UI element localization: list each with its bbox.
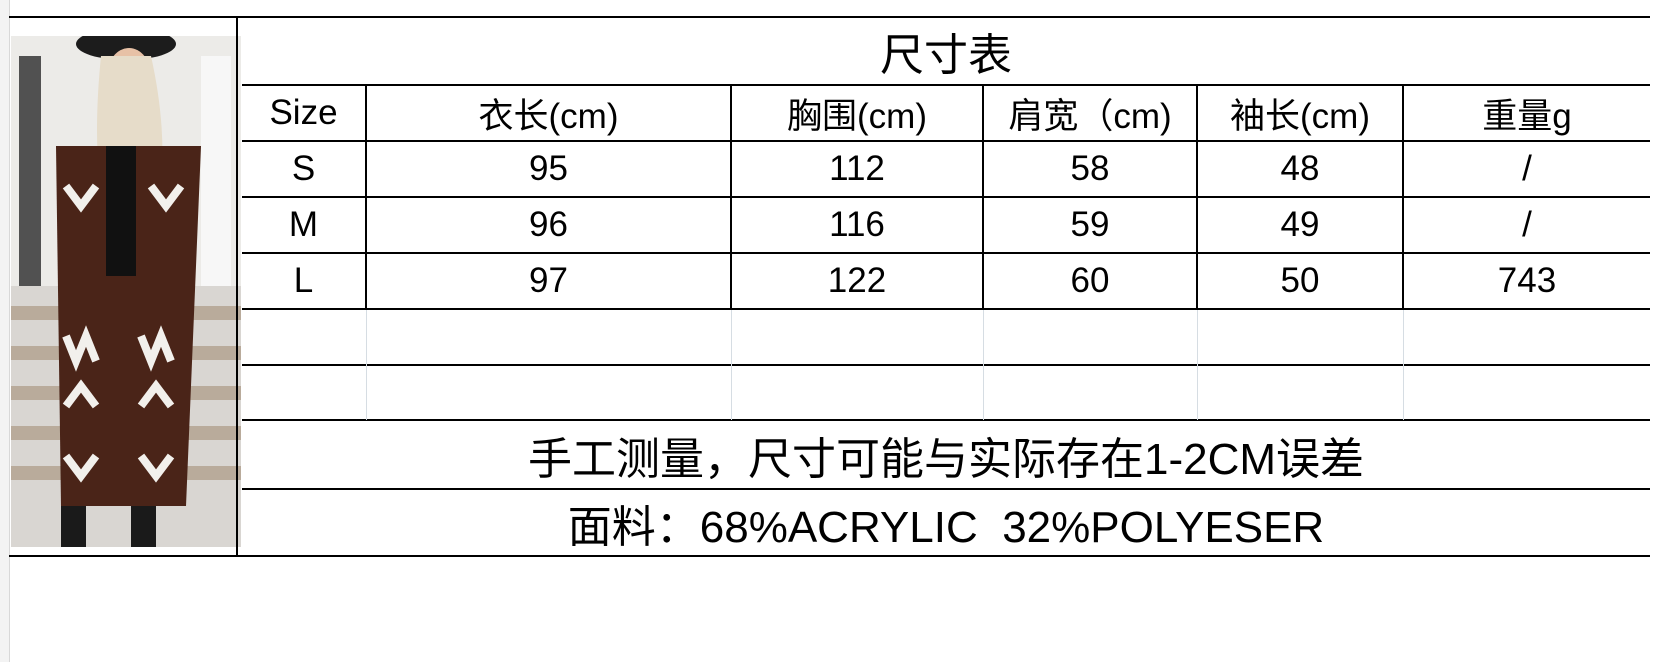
header-length: 衣长(cm) <box>478 96 619 136</box>
header-bust: 胸围(cm) <box>787 96 927 136</box>
col-divider <box>1402 85 1404 309</box>
measurement-note: 手工测量，尺寸可能与实际存在1-2CM误差 <box>527 434 1365 484</box>
table-title: 尺寸表 <box>880 31 1012 80</box>
row-divider <box>242 364 1650 366</box>
row-divider <box>242 140 1650 142</box>
gridline <box>731 310 732 420</box>
image-column-border <box>236 17 238 557</box>
table-cell: L <box>293 261 314 300</box>
table-cell: 96 <box>529 205 568 244</box>
table-cell: 58 <box>1070 149 1110 188</box>
table-border-bottom <box>9 555 1650 557</box>
table-cell: / <box>1522 149 1532 188</box>
table-cell: 50 <box>1280 261 1320 300</box>
col-divider <box>365 85 367 309</box>
table-cell: 743 <box>1497 261 1557 300</box>
table-cell: 49 <box>1280 205 1320 244</box>
table-cell: 60 <box>1070 261 1110 300</box>
table-border-top <box>9 16 1650 18</box>
row-divider <box>242 196 1650 198</box>
table-cell: 116 <box>829 205 885 244</box>
table-cell: 122 <box>827 261 887 300</box>
header-size: Size <box>269 93 338 132</box>
header-sleeve: 袖长(cm) <box>1230 96 1370 136</box>
col-divider <box>1196 85 1198 309</box>
table-cell: M <box>288 205 319 244</box>
col-divider <box>982 85 984 309</box>
gridline <box>983 310 984 420</box>
gridline <box>1403 310 1404 420</box>
table-cell: 112 <box>829 149 885 188</box>
gridline <box>366 310 367 420</box>
fabric-info: 面料：68%ACRYLIC 32%POLYESER <box>567 502 1325 552</box>
header-shoulder: 肩宽（cm) <box>1008 96 1172 136</box>
product-photo <box>11 36 241 547</box>
table-cell: 95 <box>529 149 568 188</box>
gridline <box>1197 310 1198 420</box>
row-divider <box>242 308 1650 310</box>
table-cell: 48 <box>1280 149 1320 188</box>
table-cell: 97 <box>529 261 568 300</box>
col-divider <box>730 85 732 309</box>
spreadsheet-row-gutter <box>0 0 10 662</box>
header-weight: 重量g <box>1482 96 1572 136</box>
row-divider <box>242 488 1650 490</box>
row-divider <box>242 419 1650 421</box>
row-divider <box>242 252 1650 254</box>
table-cell: S <box>291 149 316 188</box>
table-cell: / <box>1522 205 1532 244</box>
table-cell: 59 <box>1070 205 1110 244</box>
row-divider <box>242 84 1650 86</box>
